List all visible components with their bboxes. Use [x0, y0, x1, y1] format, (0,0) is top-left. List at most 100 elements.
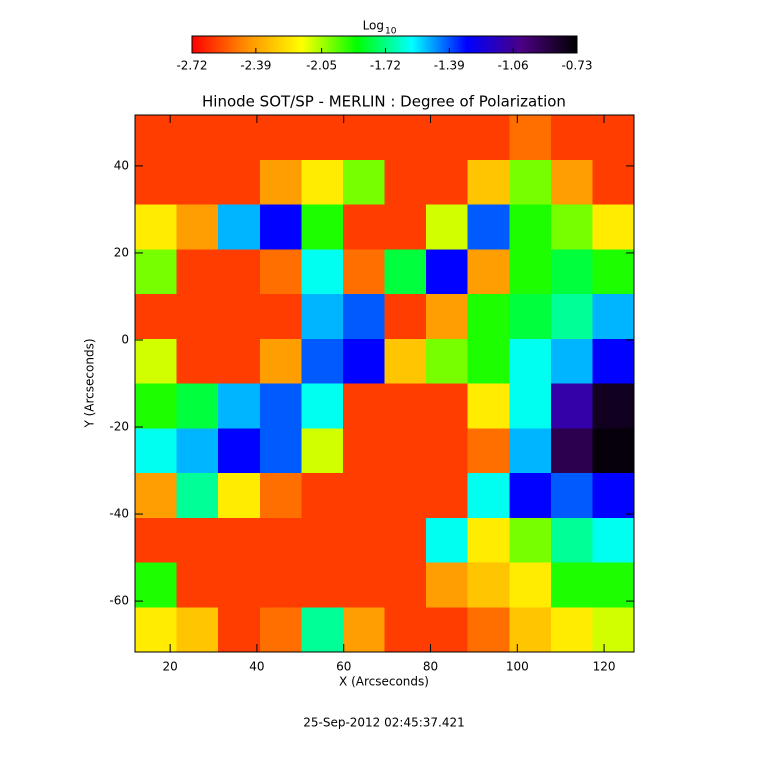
heatmap-cell	[176, 159, 219, 205]
heatmap-cell	[426, 338, 469, 384]
heatmap-cell	[301, 607, 344, 653]
heatmap-cell	[509, 517, 552, 563]
heatmap-cell	[135, 428, 178, 474]
heatmap-cell	[426, 204, 469, 250]
y-tick-label: 40	[114, 158, 129, 172]
heatmap-cell	[467, 383, 510, 429]
heatmap-cell	[467, 249, 510, 295]
heatmap-cell	[342, 159, 385, 205]
heatmap-cell	[509, 204, 552, 250]
heatmap-cell	[509, 115, 552, 161]
heatmap-cell	[550, 115, 593, 161]
heatmap-cell	[550, 249, 593, 295]
heatmap-cell	[259, 607, 302, 653]
plot-frame	[134, 114, 635, 653]
heatmap-cell	[550, 473, 593, 519]
heatmap-cell	[218, 428, 261, 474]
heatmap-cell	[592, 338, 635, 384]
y-tick-label: -60	[109, 594, 129, 608]
heatmap-cell	[592, 115, 635, 161]
x-axis-label: X (Arcseconds)	[339, 675, 429, 689]
heatmap-cell	[467, 338, 510, 384]
heatmap-cell	[342, 517, 385, 563]
heatmap-cell	[135, 607, 178, 653]
heatmap-cell	[592, 383, 635, 429]
heatmap-cell	[509, 473, 552, 519]
heatmap-cell	[342, 115, 385, 161]
heatmap-cell	[342, 249, 385, 295]
heatmap-cell	[301, 294, 344, 340]
colorbar-tick-label: -1.06	[498, 59, 529, 73]
heatmap-cell	[467, 607, 510, 653]
colorbar-tick-label: -2.72	[176, 59, 207, 73]
heatmap-cell	[592, 517, 635, 563]
heatmap-cell	[509, 607, 552, 653]
heatmap-cell	[467, 473, 510, 519]
heatmap-cell	[384, 204, 427, 250]
heatmap-cell	[509, 159, 552, 205]
heatmap-cell	[301, 517, 344, 563]
heatmap-cell	[550, 294, 593, 340]
heatmap-cell	[467, 159, 510, 205]
heatmap-cell	[509, 249, 552, 295]
heatmap-cell	[550, 562, 593, 608]
heatmap-cell	[176, 517, 219, 563]
heatmap-cell	[176, 338, 219, 384]
heatmap-cell	[384, 473, 427, 519]
colorbar-label: Log	[363, 19, 384, 33]
heatmap-cell	[176, 428, 219, 474]
y-tick-label: -40	[109, 507, 129, 521]
colorbar-label-subscript: 10	[385, 27, 397, 37]
heatmap-cell	[342, 473, 385, 519]
heatmap-cell	[426, 428, 469, 474]
heatmap-cell	[301, 473, 344, 519]
heatmap-cell	[342, 383, 385, 429]
heatmap-cell	[467, 204, 510, 250]
heatmap-cell	[550, 159, 593, 205]
heatmap-cell	[135, 562, 178, 608]
y-tick-label: -20	[109, 420, 129, 434]
heatmap-cell	[550, 383, 593, 429]
heatmap-cell	[384, 115, 427, 161]
heatmap-cell	[176, 473, 219, 519]
heatmap-cell	[384, 383, 427, 429]
heatmap-cell	[342, 338, 385, 384]
heatmap-cell	[301, 159, 344, 205]
heatmap-cell	[592, 249, 635, 295]
heatmap-cell	[426, 249, 469, 295]
x-tick-label: 80	[423, 660, 438, 674]
heatmap-cell	[342, 294, 385, 340]
heatmap-cell	[550, 204, 593, 250]
heatmap-cell	[176, 607, 219, 653]
heatmap-cell	[342, 428, 385, 474]
heatmap-cell	[259, 562, 302, 608]
heatmap-cell	[135, 159, 178, 205]
heatmap-cell	[301, 383, 344, 429]
heatmap-cell	[218, 338, 261, 384]
heatmap-cell	[176, 294, 219, 340]
heatmap-cell	[218, 249, 261, 295]
heatmap-cell	[259, 294, 302, 340]
heatmap-cell	[384, 428, 427, 474]
heatmap-cell	[218, 159, 261, 205]
heatmap-cell	[426, 115, 469, 161]
heatmap-cell	[342, 204, 385, 250]
heatmap-cell	[176, 204, 219, 250]
heatmap-cell	[135, 249, 178, 295]
heatmap-cell	[384, 338, 427, 384]
heatmap-cell	[592, 562, 635, 608]
heatmap-cell	[426, 607, 469, 653]
colorbar-tick-label: -1.39	[434, 59, 465, 73]
heatmap-cell	[342, 607, 385, 653]
heatmap-cell	[509, 428, 552, 474]
heatmap-cell	[301, 562, 344, 608]
heatmap-cell	[135, 115, 178, 161]
heatmap-cell	[259, 159, 302, 205]
heatmap-cell	[384, 159, 427, 205]
heatmap-cell	[259, 338, 302, 384]
heatmap-cell	[259, 249, 302, 295]
x-tick-label: 120	[593, 660, 616, 674]
heatmap-cell	[550, 338, 593, 384]
heatmap-cell	[592, 204, 635, 250]
